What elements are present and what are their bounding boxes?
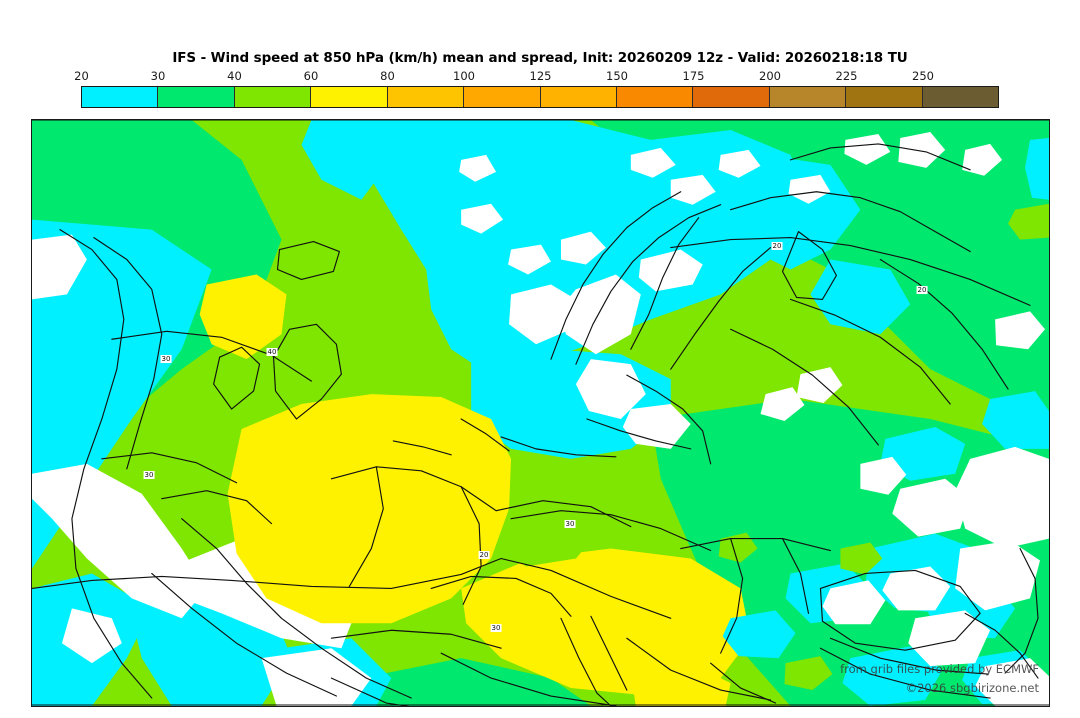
- colorbar-tick-200: 200: [759, 69, 781, 83]
- colorbar-swatch-60: [311, 87, 388, 107]
- contour-label-20-6: 20: [916, 286, 928, 294]
- colorbar-swatch-80: [387, 87, 465, 107]
- contour-label-30-7: 30: [490, 624, 502, 632]
- colorbar-tick-175: 175: [682, 69, 705, 83]
- colorbar-tick-labels: 20 30 40 60 80 100 125 150 175 200 225 250: [74, 69, 999, 85]
- colorbar-tick-250: 250: [912, 69, 934, 83]
- contour-label-20-1: 20: [771, 242, 783, 250]
- colorbar-swatch-200: [769, 87, 847, 107]
- colorbar-swatches: [81, 86, 999, 108]
- contour-label-30-4: 30: [564, 520, 576, 528]
- contour-label-30-2: 30: [160, 355, 172, 363]
- weather-map[interactable]: 20203030303020304020 from grib files pro…: [31, 119, 1050, 707]
- colorbar-tick-80: 80: [380, 69, 395, 83]
- colorbar-swatch-175: [693, 87, 770, 107]
- colorbar-tick-225: 225: [835, 69, 858, 83]
- colorbar-swatch-30: [158, 87, 235, 107]
- page-title: IFS - Wind speed at 850 hPa (km/h) mean …: [172, 50, 908, 66]
- colorbar-tick-60: 60: [303, 69, 319, 83]
- colorbar-swatch-100: [464, 87, 541, 107]
- colorbar-swatch-250: [922, 87, 999, 107]
- map-canvas: [32, 120, 1049, 706]
- colorbar-tick-40: 40: [227, 69, 242, 83]
- contour-label-30-3: 30: [143, 471, 155, 479]
- contour-label-20-0: 20: [478, 551, 490, 559]
- colorbar-tick-150: 150: [606, 69, 628, 83]
- contour-label-40-8: 40: [266, 348, 278, 356]
- colorbar-swatch-20: [82, 87, 159, 107]
- colorbar: [81, 86, 999, 108]
- colorbar-swatch-225: [846, 87, 923, 107]
- colorbar-tick-125: 125: [529, 69, 552, 83]
- colorbar-swatch-150: [616, 87, 694, 107]
- colorbar-swatch-125: [540, 87, 617, 107]
- colorbar-tick-20: 20: [74, 69, 89, 83]
- colorbar-tick-100: 100: [453, 69, 475, 83]
- colorbar-tick-30: 30: [150, 69, 166, 83]
- colorbar-swatch-40: [234, 87, 312, 107]
